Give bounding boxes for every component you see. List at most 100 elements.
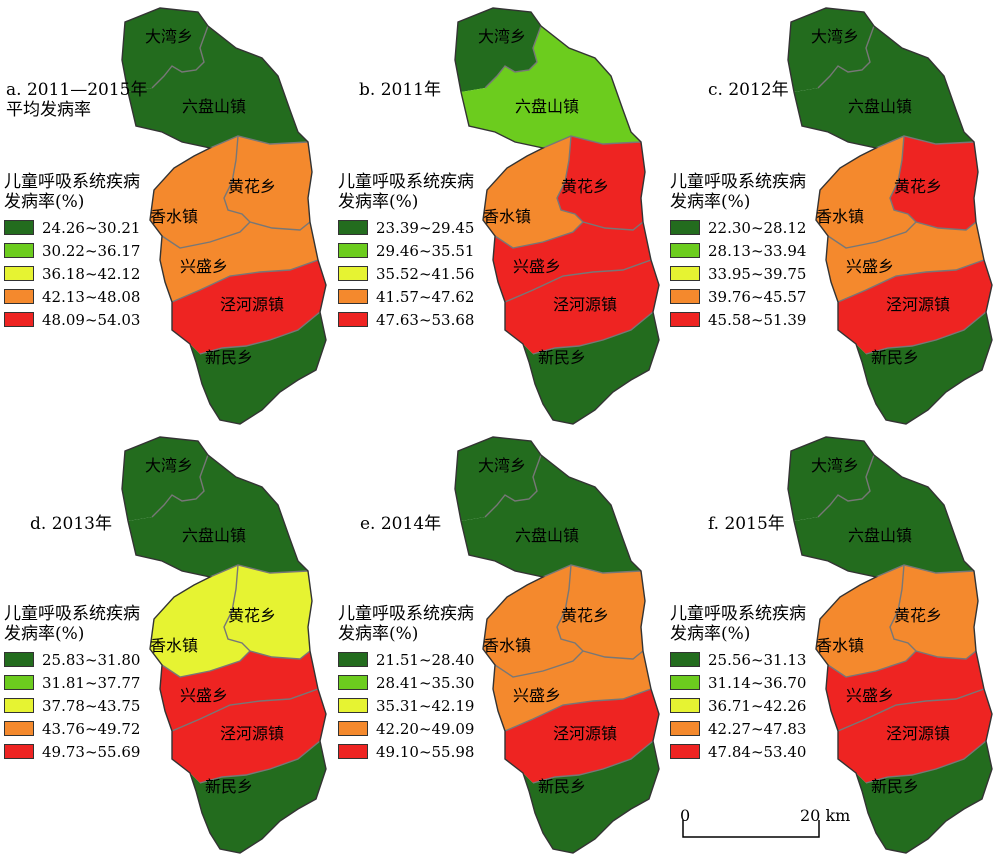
legend-range-label: 41.57~47.62 — [376, 287, 475, 306]
region-huanghua-a — [224, 136, 312, 230]
label-xiangshui-c: 香水镇 — [816, 207, 864, 226]
legend-item-e-2: 28.41~35.30 — [338, 671, 474, 694]
legend-item-b-2: 29.46~35.51 — [338, 239, 474, 262]
legend-title-d: 儿童呼吸系统疾病 发病率(%) — [4, 604, 140, 644]
label-huanghua-f: 黄花乡 — [894, 606, 942, 625]
scale-bar — [680, 808, 822, 838]
legend-swatch — [670, 675, 700, 690]
region-huanghua-f — [890, 565, 978, 659]
label-huanghua-e: 黄花乡 — [561, 606, 609, 625]
inner-boundary-2-d — [161, 564, 251, 678]
inner-boundary-2-b — [494, 135, 584, 249]
label-xiangshui-e: 香水镇 — [483, 636, 531, 655]
legend-range-label: 48.09~54.03 — [42, 310, 141, 329]
legend-swatch — [670, 652, 700, 667]
region-xiangshui-f — [816, 565, 916, 677]
legend-item-d-3: 37.78~43.75 — [4, 694, 140, 717]
legend-item-e-4: 42.20~49.09 — [338, 717, 474, 740]
region-jingheyuan-e — [505, 689, 659, 783]
legend-swatch — [4, 652, 34, 667]
legend-item-f-4: 42.27~47.83 — [670, 717, 806, 740]
label-xinmin-f: 新民乡 — [871, 777, 919, 796]
scale-bar-line — [682, 820, 820, 838]
legend-swatch — [338, 289, 368, 304]
legend-range-label: 47.84~53.40 — [708, 742, 807, 761]
legend-swatch — [670, 698, 700, 713]
label-dawan-d: 大湾乡 — [145, 456, 193, 475]
legend-item-b-3: 35.52~41.56 — [338, 262, 474, 285]
label-xinmin-e: 新民乡 — [538, 777, 586, 796]
label-jingheyuan-c: 泾河源镇 — [886, 295, 950, 314]
legend-range-label: 29.46~35.51 — [376, 241, 475, 260]
legend-title-a: 儿童呼吸系统疾病 发病率(%) — [4, 172, 140, 212]
inner-boundary-0-b — [484, 25, 542, 89]
label-jingheyuan-d: 泾河源镇 — [220, 724, 284, 743]
legend-swatch — [670, 744, 700, 759]
region-liupanshan-a — [128, 26, 308, 148]
scale-start-label: 0 — [680, 806, 691, 825]
legend-swatch — [338, 721, 368, 736]
region-huanghua-c — [890, 136, 978, 230]
inner-boundary-3-a — [249, 221, 311, 231]
label-jingheyuan-b: 泾河源镇 — [553, 295, 617, 314]
region-xiangshui-e — [483, 565, 583, 677]
county-outline-e — [454, 436, 660, 854]
legend-item-a-2: 30.22~36.17 — [4, 239, 140, 262]
inner-boundary-1-e — [542, 564, 642, 578]
legend-range-label: 25.56~31.13 — [708, 650, 807, 669]
legend-range-label: 45.58~51.39 — [708, 310, 807, 329]
region-jingheyuan-d — [172, 689, 326, 783]
label-liupanshan-c: 六盘山镇 — [848, 97, 912, 116]
legend-range-label: 35.52~41.56 — [376, 264, 475, 283]
inner-boundary-3-f — [915, 650, 977, 660]
scale-end-label: 20 km — [800, 806, 851, 825]
legend-item-a-1: 24.26~30.21 — [4, 216, 140, 239]
label-xingsheng-b: 兴盛乡 — [513, 257, 561, 276]
label-liupanshan-b: 六盘山镇 — [515, 97, 579, 116]
legend-item-f-5: 47.84~53.40 — [670, 740, 806, 763]
county-outline-f — [787, 436, 993, 854]
label-xiangshui-f: 香水镇 — [816, 636, 864, 655]
region-xingsheng-f — [826, 651, 984, 731]
label-huanghua-c: 黄花乡 — [894, 177, 942, 196]
label-xingsheng-f: 兴盛乡 — [846, 686, 894, 705]
legend-item-d-5: 49.73~55.69 — [4, 740, 140, 763]
legend-range-label: 30.22~36.17 — [42, 241, 141, 260]
label-dawan-c: 大湾乡 — [811, 27, 859, 46]
label-jingheyuan-e: 泾河源镇 — [553, 724, 617, 743]
region-xinmin-d — [190, 741, 326, 853]
inner-boundary-5-f — [865, 740, 987, 784]
inner-boundary-2-c — [827, 135, 917, 249]
legend-item-f-3: 36.71~42.26 — [670, 694, 806, 717]
inner-boundary-5-c — [865, 311, 987, 355]
inner-boundary-0-c — [817, 25, 875, 89]
legend-range-label: 49.73~55.69 — [42, 742, 141, 761]
legend-e: 儿童呼吸系统疾病 发病率(%) 21.51~28.40 28.41~35.30 35.… — [338, 604, 474, 763]
label-xiangshui-a: 香水镇 — [150, 207, 198, 226]
county-outline-c — [787, 7, 993, 425]
label-xiangshui-b: 香水镇 — [483, 207, 531, 226]
legend-swatch — [670, 721, 700, 736]
legend-swatch — [670, 220, 700, 235]
label-huanghua-a: 黄花乡 — [228, 177, 276, 196]
label-jingheyuan-a: 泾河源镇 — [220, 295, 284, 314]
legend-swatch — [670, 312, 700, 327]
inner-boundary-0-e — [484, 454, 542, 518]
legend-item-a-5: 48.09~54.03 — [4, 308, 140, 331]
region-liupanshan-d — [128, 455, 308, 577]
inner-boundary-1-d — [209, 564, 309, 578]
inner-boundary-1-f — [875, 564, 975, 578]
label-dawan-e: 大湾乡 — [478, 456, 526, 475]
legend-title-f: 儿童呼吸系统疾病 发病率(%) — [670, 604, 806, 644]
region-liupanshan-e — [461, 455, 641, 577]
legend-range-label: 31.81~37.77 — [42, 673, 141, 692]
label-xinmin-a: 新民乡 — [205, 348, 253, 367]
region-xinmin-b — [523, 312, 659, 424]
inner-boundary-4-e — [504, 688, 652, 732]
